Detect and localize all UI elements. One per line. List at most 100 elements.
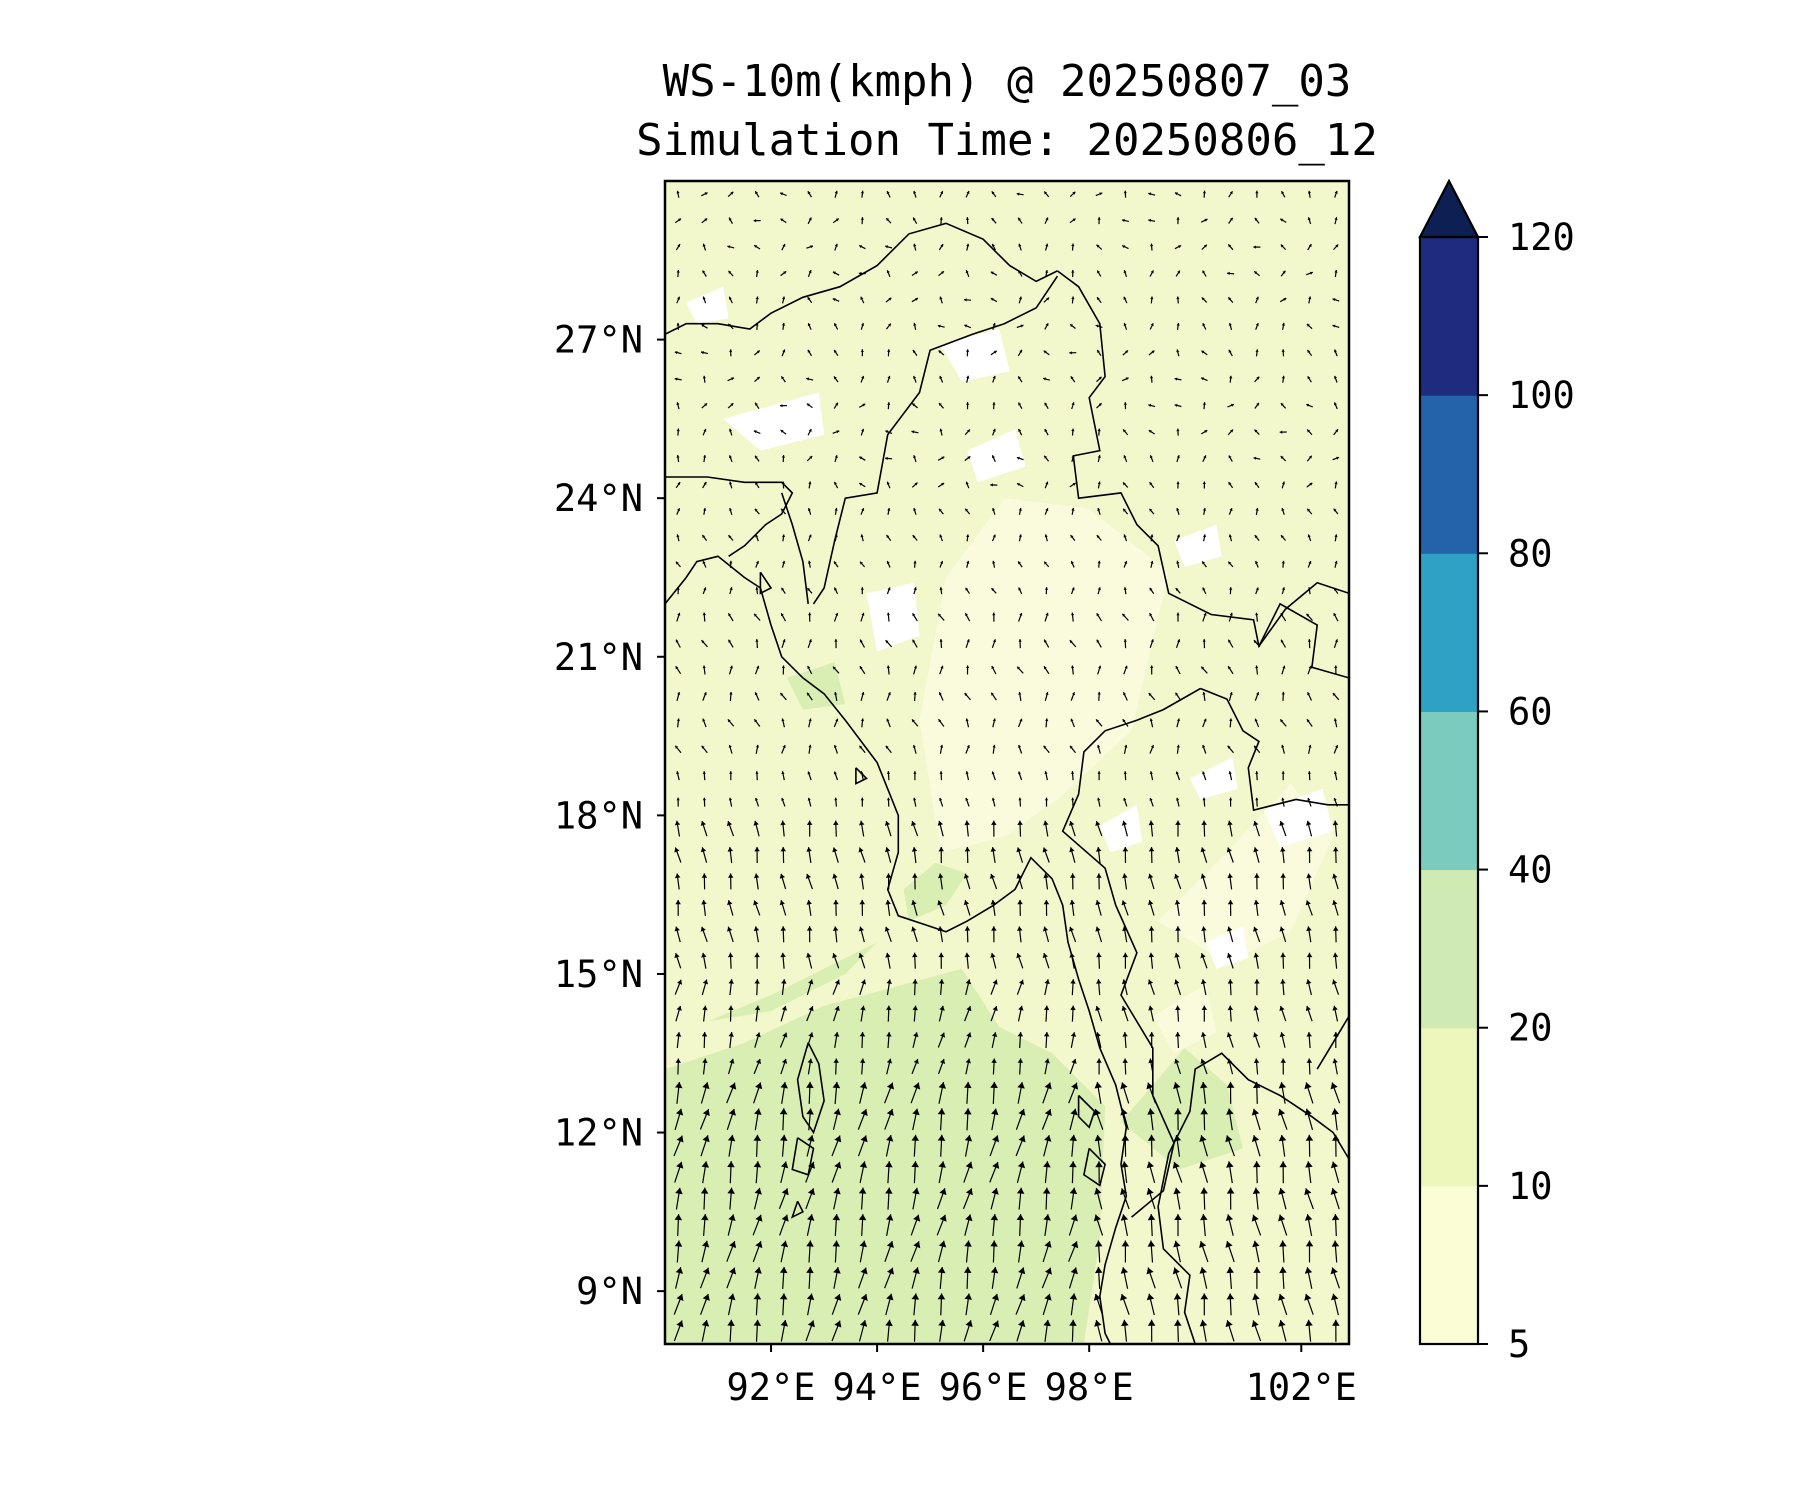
wind-vector	[1281, 322, 1285, 330]
wind-vector	[754, 190, 760, 198]
wind-vector	[912, 217, 918, 224]
wind-vector	[1176, 744, 1180, 754]
wind-vector	[1149, 322, 1154, 330]
wind-vector	[1044, 507, 1049, 515]
wind-vector	[703, 507, 707, 515]
wind-vector	[1281, 481, 1285, 489]
wind-vector	[1096, 244, 1103, 250]
wind-vector	[1174, 952, 1181, 969]
wind-vector	[700, 847, 708, 863]
island-mergui-2	[1083, 1147, 1106, 1187]
wind-vector	[1096, 402, 1103, 409]
wind-vector	[728, 744, 733, 754]
wind-vector	[1333, 508, 1339, 515]
wind-vector	[1333, 402, 1338, 410]
wind-vector	[1018, 691, 1022, 701]
wind-vector	[1254, 376, 1260, 383]
wind-vector	[1069, 1161, 1077, 1184]
wind-vector	[1333, 1032, 1339, 1048]
wind-vector	[1147, 1214, 1156, 1237]
colorbar-tick-label: 100	[1508, 374, 1575, 417]
wind-vector	[913, 691, 917, 701]
wind-vector	[964, 612, 971, 622]
wind-vector	[702, 665, 706, 675]
wind-vector	[1017, 1240, 1025, 1263]
wind-vector	[1280, 402, 1287, 409]
wind-vector	[1018, 587, 1023, 595]
wind-vector	[938, 952, 944, 969]
wind-vector	[1279, 1032, 1286, 1048]
wind-vector	[1094, 1187, 1103, 1210]
wind-vector	[1226, 1081, 1235, 1104]
wind-vector	[1148, 846, 1155, 864]
wind-vector	[700, 1187, 709, 1210]
wind-vector	[1095, 719, 1103, 727]
longitude-axis: 92°E 94°E 96°E 98°E 102°E	[726, 1344, 1357, 1409]
wind-vector	[808, 612, 812, 622]
wind-vector	[991, 1032, 998, 1049]
wind-vector	[1227, 926, 1234, 943]
wind-vector	[1228, 322, 1233, 330]
wind-vector	[675, 1058, 681, 1075]
wind-vector	[1176, 428, 1180, 436]
wind-vector	[1281, 375, 1285, 383]
wind-vector	[911, 847, 918, 864]
wind-vector	[1041, 1108, 1052, 1130]
wind-vector	[779, 1108, 788, 1131]
wind-vector	[1332, 979, 1340, 995]
wind-vector	[1331, 1240, 1340, 1263]
wind-vector	[1227, 561, 1234, 568]
wind-vector	[1095, 324, 1103, 328]
wind-vector	[913, 797, 917, 807]
wind-vector	[1042, 1293, 1052, 1316]
wind-vector	[1280, 847, 1286, 864]
wind-vector	[1251, 1108, 1261, 1131]
wind-vector	[1122, 692, 1128, 701]
wind-vector	[1070, 1032, 1077, 1049]
wind-vector	[779, 1032, 788, 1048]
wind-vector	[831, 1135, 842, 1157]
wind-vector	[1307, 375, 1312, 383]
wind-vector	[701, 1240, 710, 1263]
wind-vector	[860, 587, 864, 595]
wind-vector	[860, 349, 864, 357]
wind-vector	[701, 1161, 709, 1184]
wind-vector	[1018, 507, 1022, 515]
wind-vector	[1278, 1214, 1288, 1236]
wind-vector	[1043, 1214, 1051, 1236]
y-tick-label: 18°N	[554, 794, 643, 837]
wind-vector	[884, 926, 892, 943]
wind-vector	[1150, 296, 1154, 304]
wind-vector	[831, 1161, 842, 1183]
wind-vector	[1018, 612, 1023, 622]
wind-vector	[1332, 456, 1340, 461]
wind-vector	[1305, 1240, 1314, 1263]
wind-vector	[886, 979, 892, 996]
wind-vector	[912, 952, 918, 969]
wind-vector	[1175, 771, 1181, 781]
wind-vector	[1202, 402, 1206, 410]
wind-vector	[859, 1058, 866, 1075]
wind-vector	[991, 1058, 997, 1075]
wind-vector	[1044, 534, 1048, 542]
wind-vector	[727, 191, 734, 198]
wind-vector	[1229, 797, 1233, 807]
wind-vector	[1042, 377, 1050, 381]
wind-vector	[1097, 454, 1101, 463]
field-patch-calm	[1189, 757, 1238, 800]
wind-vector	[781, 797, 786, 807]
field-patch-calm	[1174, 524, 1222, 567]
wind-vector	[832, 926, 839, 943]
wind-vector	[992, 428, 996, 436]
wind-vector	[1044, 797, 1049, 807]
wind-vector	[913, 322, 917, 330]
wind-vector	[1306, 455, 1313, 462]
wind-vector	[1201, 1005, 1208, 1022]
wind-vector	[860, 375, 865, 383]
wind-vector	[991, 191, 997, 198]
wind-vector	[702, 797, 706, 807]
wind-vector	[1070, 691, 1075, 701]
wind-vector	[1071, 243, 1075, 251]
wind-vector	[674, 979, 683, 995]
wind-vector	[1121, 218, 1129, 222]
